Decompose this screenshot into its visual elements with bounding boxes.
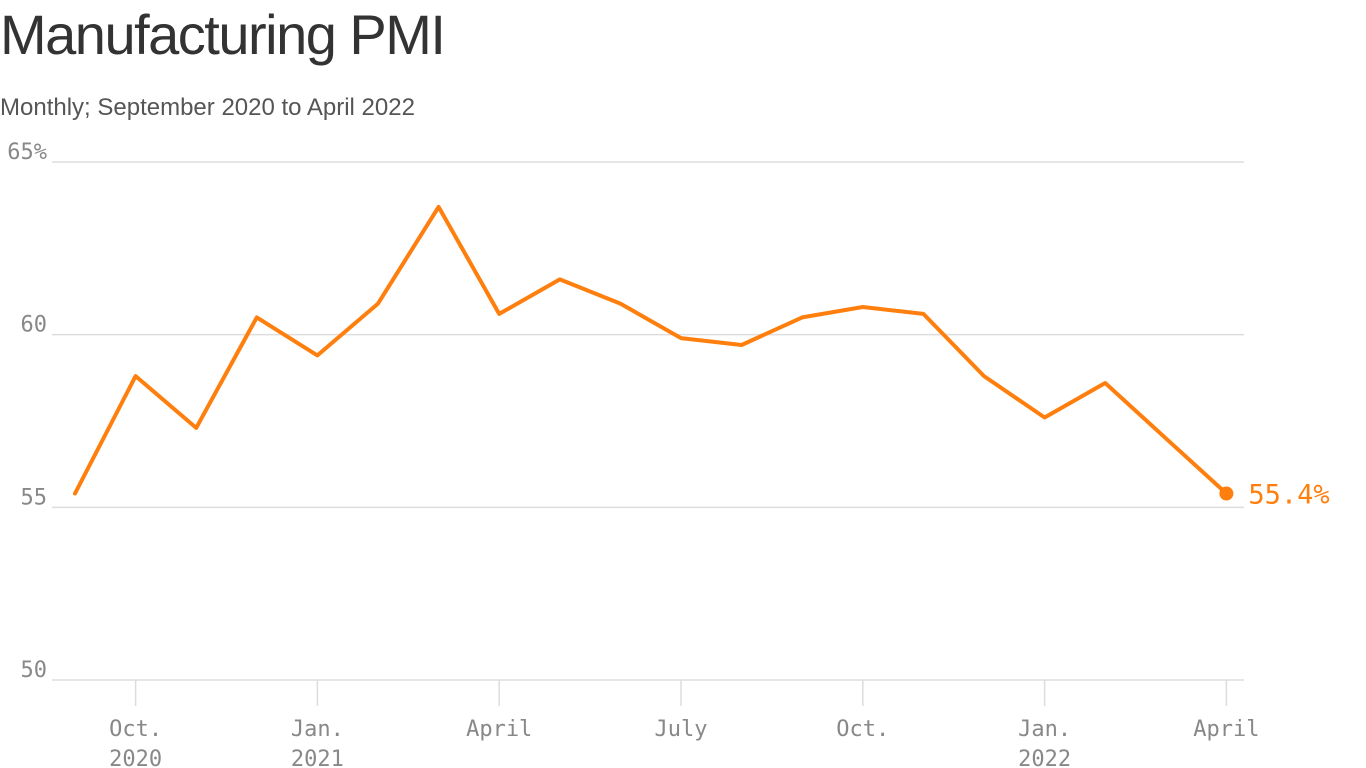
x-tick-label: April xyxy=(1193,717,1259,742)
y-axis-ticks: 65% 60 55 50 xyxy=(7,140,47,683)
end-point-marker xyxy=(1219,486,1234,501)
end-value-label: 55.4% xyxy=(1248,480,1329,511)
x-tick-label: Jan. xyxy=(291,717,344,742)
chart-title: Manufacturing PMI xyxy=(0,3,446,66)
series-line xyxy=(73,204,1229,496)
x-tick-label: 2020 xyxy=(109,747,162,768)
series xyxy=(73,204,1234,501)
x-tick-label: Oct. xyxy=(109,717,162,742)
y-tick-label: 65% xyxy=(7,140,47,165)
grid-lines xyxy=(52,161,1244,681)
x-tick-label: Jan. xyxy=(1018,717,1071,742)
y-tick-label: 50 xyxy=(21,658,48,683)
x-tick-label: 2022 xyxy=(1018,747,1071,768)
x-tick-label: 2021 xyxy=(291,747,344,768)
y-tick-label: 60 xyxy=(21,313,48,338)
y-tick-label: 55 xyxy=(21,485,48,510)
x-tick-label: April xyxy=(466,717,532,742)
x-axis-ticks: Oct. 2020 Jan. 2021 April July Oct. Jan. 2022 Apr… xyxy=(109,680,1260,768)
x-tick-label: Oct. xyxy=(836,717,889,742)
chart-subtitle: Monthly; September 2020 to April 2022 xyxy=(0,94,415,121)
x-tick-label: July xyxy=(655,717,708,742)
data-labels: 55.4% xyxy=(1248,480,1329,511)
